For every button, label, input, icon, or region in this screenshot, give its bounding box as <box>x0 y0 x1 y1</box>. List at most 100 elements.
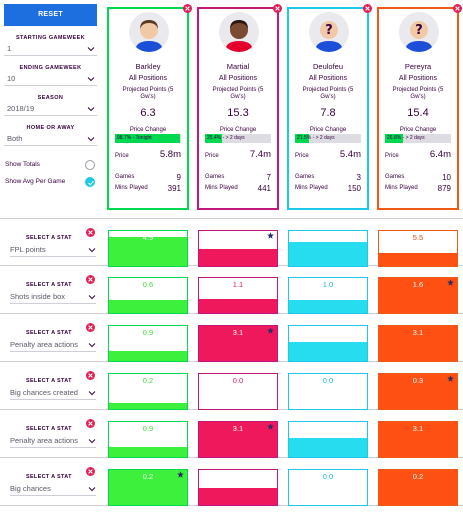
stat-fill <box>109 236 187 266</box>
stat-fill <box>379 326 457 361</box>
stat-select[interactable]: Penalty area actions <box>10 435 96 448</box>
mins-played-value: 441 <box>257 184 271 193</box>
close-icon[interactable] <box>273 4 282 13</box>
stat-value-cell: 0.9 <box>108 421 188 458</box>
games-value: 3 <box>356 173 361 182</box>
stat-value: 4.0 <box>322 233 334 242</box>
close-icon[interactable] <box>86 228 95 237</box>
close-icon[interactable] <box>86 275 95 284</box>
ending-gameweek-label: ENDING GAMEWEEK <box>19 65 82 71</box>
stat-value: 0.6 <box>142 280 154 289</box>
chevron-down-icon <box>87 75 95 83</box>
starting-gameweek-value: 1 <box>7 44 12 53</box>
stat-select[interactable]: FPL points <box>10 244 96 257</box>
stat-value: 3.1 <box>412 328 424 337</box>
price-value: 7.4m <box>249 149 271 160</box>
stat-value: 4.9 <box>142 233 154 242</box>
price-change-label: Price Change <box>309 127 347 133</box>
close-icon[interactable] <box>363 4 372 13</box>
stat-value-cell: 0.0 <box>288 373 368 410</box>
show-totals-label: Show Totals <box>5 161 40 168</box>
ending-gameweek-select[interactable]: 10 <box>4 73 97 86</box>
select-a-stat-label: SELECT A STAT <box>26 426 72 432</box>
games-value: 10 <box>442 173 451 182</box>
stat-value: 1.7 <box>322 424 334 433</box>
price-change-fill <box>295 134 310 143</box>
svg-text:?: ? <box>325 23 333 38</box>
player-card: ? Pereyra All Positions Projected Points (5… <box>377 4 462 210</box>
chevron-down-icon <box>87 105 95 113</box>
mins-played-label: Mins Played <box>205 185 238 191</box>
stat-value-cell: 0.3 <box>378 373 458 410</box>
stat-value-cell: 5.5 <box>378 230 458 267</box>
select-a-stat-label: SELECT A STAT <box>26 330 72 336</box>
chevron-down-icon <box>87 45 95 53</box>
stat-value: 5.9 <box>232 233 244 242</box>
close-icon[interactable] <box>86 467 95 476</box>
price-change-text: 25.4% - > 2 days <box>207 135 245 141</box>
price-change-fill <box>385 134 403 143</box>
stat-select[interactable]: Penalty area actions <box>10 339 96 352</box>
stat-fill <box>199 487 277 505</box>
chevron-down-icon <box>88 293 96 301</box>
stat-row: SELECT A STAT Penalty area actions 0.9 3.1 1… <box>0 314 463 362</box>
price-change-label: Price Change <box>129 127 167 133</box>
stat-value-cell: 4.0 <box>288 230 368 267</box>
games-label: Games <box>205 174 225 180</box>
price-change-fill <box>115 134 181 143</box>
mins-played-label: Mins Played <box>295 185 328 191</box>
reset-button[interactable]: RESET <box>4 4 97 26</box>
stat-value-cell: 0.0 <box>198 373 278 410</box>
home-away-select[interactable]: Both <box>4 133 97 146</box>
stat-value-cell: 3.1 <box>198 421 278 458</box>
games-value: 7 <box>266 173 271 182</box>
starting-gameweek-select[interactable]: 1 <box>4 43 97 56</box>
stat-value: 0.9 <box>142 328 154 337</box>
stat-select[interactable]: Shots inside box <box>10 291 96 304</box>
price-label: Price <box>205 153 219 159</box>
mins-played-value: 879 <box>437 184 451 193</box>
stat-value-cell: 0.6 <box>108 277 188 314</box>
price-label: Price <box>295 153 309 159</box>
stat-value-cell: 0.1 <box>198 469 278 506</box>
star-icon <box>267 423 274 430</box>
stat-value-cell: 0.2 <box>108 373 188 410</box>
close-icon[interactable] <box>86 419 95 428</box>
stat-select-value: Penalty area actions <box>10 340 78 349</box>
close-icon[interactable] <box>86 371 95 380</box>
player-card: Martial All Positions Projected Points (5 … <box>197 4 282 210</box>
star-icon <box>447 279 454 286</box>
price-change-bar: 98.7% - Tonight <box>115 134 181 143</box>
show-totals-toggle[interactable] <box>85 160 95 170</box>
show-avg-toggle[interactable] <box>85 177 95 187</box>
season-select[interactable]: 2018/19 <box>4 103 97 116</box>
games-row: Games 9 <box>115 173 181 183</box>
stat-value: 3.1 <box>412 424 424 433</box>
mins-played-value: 150 <box>347 184 361 193</box>
price-change-bar: 21.5% - > 2 days <box>295 134 361 143</box>
settings-panel: RESET STARTING GAMEWEEK 1 ENDING GAMEWEE… <box>4 4 97 189</box>
player-position: All Positions <box>398 75 438 82</box>
stat-select-value: Shots inside box <box>10 292 66 301</box>
home-away-value: Both <box>7 134 23 143</box>
games-row: Games 10 <box>385 173 451 183</box>
stat-value-cell: 1.7 <box>288 325 368 362</box>
chevron-down-icon <box>88 341 96 349</box>
price-change-bar: 26.8% - > 2 days <box>385 134 451 143</box>
stat-value: 3.1 <box>232 328 244 337</box>
close-icon[interactable] <box>86 323 95 332</box>
home-away-label: HOME OR AWAY <box>26 125 75 131</box>
star-icon <box>177 471 184 478</box>
stat-select[interactable]: Big chances created <box>10 387 96 400</box>
stat-row: SELECT A STAT Shots inside box 0.6 1.1 1.0 1.… <box>0 266 463 314</box>
player-card: ? Deulofeu All Positions Projected Points (… <box>287 4 372 210</box>
price-change-text: 98.7% - Tonight <box>117 135 152 141</box>
close-icon[interactable] <box>183 4 192 13</box>
stat-fill <box>289 242 367 266</box>
stat-select[interactable]: Big chances <box>10 483 96 496</box>
player-position: All Positions <box>308 75 348 82</box>
games-value: 9 <box>176 173 181 182</box>
close-icon[interactable] <box>453 4 462 13</box>
stat-value-cell: 1.6 <box>378 277 458 314</box>
stat-value-cell: 1.0 <box>288 277 368 314</box>
